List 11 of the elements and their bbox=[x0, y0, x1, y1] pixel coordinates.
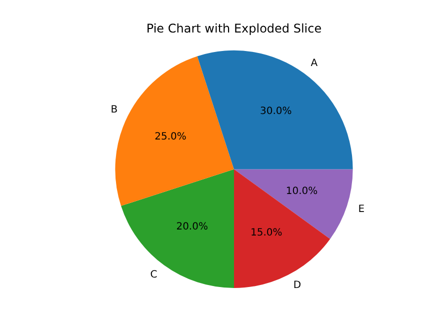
slice-label: E bbox=[358, 204, 365, 216]
data-label: 20.0% bbox=[176, 221, 208, 232]
data-label: 30.0% bbox=[260, 106, 292, 118]
slice-label: A bbox=[310, 58, 318, 70]
slice-label: C bbox=[150, 270, 158, 281]
slice-label: B bbox=[110, 104, 118, 116]
slice-label: D bbox=[293, 280, 302, 292]
data-label: 15.0% bbox=[250, 227, 282, 238]
data-label: 25.0% bbox=[154, 131, 186, 142]
data-label: 10.0% bbox=[286, 186, 318, 197]
chart-title: Pie Chart with Exploded Slice bbox=[146, 21, 322, 36]
